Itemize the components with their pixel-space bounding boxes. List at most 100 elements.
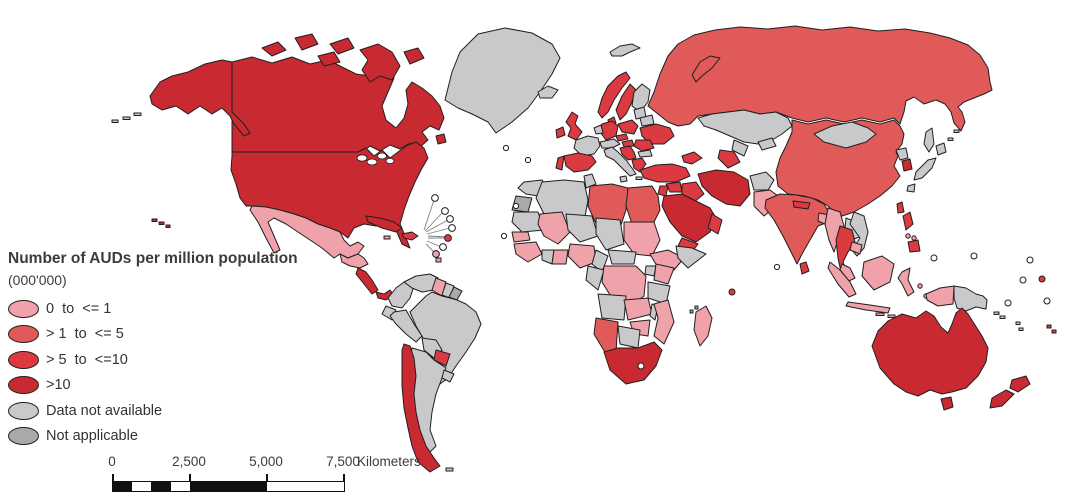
scale-segment <box>132 482 151 491</box>
scale-tick <box>112 474 114 481</box>
scale-tick <box>343 474 345 481</box>
region-switzerland-austria <box>599 138 621 149</box>
region-peru <box>389 309 423 343</box>
region-chad <box>595 217 625 251</box>
region-papua-new-guinea <box>953 285 988 312</box>
region-mongolia <box>813 121 877 149</box>
region-sri-lanka <box>799 261 810 275</box>
region-philippines-luzon <box>902 211 914 231</box>
region-vietnam <box>849 211 869 257</box>
region-alaska <box>149 59 251 137</box>
region-nigeria <box>567 243 597 269</box>
region-aleutians <box>111 119 119 123</box>
region-japan <box>913 157 937 181</box>
region-svalbard <box>609 43 641 57</box>
region-kazakhstan <box>697 109 793 145</box>
region-uruguay <box>441 369 455 383</box>
region-congo-gabon <box>585 265 605 291</box>
legend-item: Data not available <box>8 398 348 424</box>
region-west-balkans <box>619 145 637 161</box>
region-syria <box>665 181 683 193</box>
region-saudi-arabia <box>661 193 717 243</box>
region-falklands <box>445 467 454 472</box>
region-japan <box>906 183 916 193</box>
region-central-african-republic <box>607 249 637 265</box>
scale-bar: 0 2,500 5,000 7,500 Kilometers <box>95 452 515 498</box>
caribbean-state-symbol <box>446 215 454 223</box>
region-angola <box>597 293 627 321</box>
region-kyrgyzstan-tajikistan <box>757 137 777 151</box>
map-legend: Number of AUDs per million population (0… <box>8 250 348 449</box>
scale-segment <box>113 482 132 491</box>
region-finland <box>631 83 651 113</box>
region-senegal <box>511 231 531 243</box>
region-greece <box>631 157 647 173</box>
region-comoros <box>689 309 694 314</box>
region-somalia <box>675 245 707 269</box>
region-sumatra <box>827 261 857 298</box>
region-romania <box>633 139 655 152</box>
caribbean-leader-lines <box>423 199 451 254</box>
region-spain <box>563 152 597 173</box>
region-libya <box>587 183 629 229</box>
legend-swatch-icon <box>8 427 39 446</box>
great-lakes <box>377 152 387 160</box>
region-nicaragua-costa-rica <box>355 267 379 295</box>
region-taiwan <box>896 201 905 214</box>
caribbean-state-symbol <box>439 243 447 251</box>
legend-swatch-icon <box>8 299 39 318</box>
region-sakhalin <box>923 127 935 153</box>
region-japan <box>935 142 947 156</box>
pacific-state-symbol <box>970 252 978 260</box>
pacific-state-symbol <box>1004 299 1012 307</box>
legend-item: > 1 to <= 5 <box>8 322 348 348</box>
region-madeira <box>524 156 532 164</box>
region-cuba <box>365 215 403 233</box>
caribbean-state-symbol <box>441 207 449 215</box>
region-aleutians <box>133 112 142 116</box>
region-uk <box>565 111 583 141</box>
legend-item: > 5 to <=10 <box>8 347 348 373</box>
region-tasmania <box>940 396 954 411</box>
region-colombia <box>387 281 415 309</box>
region-azores <box>502 144 510 152</box>
region-ghana <box>551 249 569 265</box>
legend-swatch-icon <box>8 350 39 369</box>
region-malaysia <box>839 263 856 282</box>
region-solomon-islands <box>999 315 1006 319</box>
region-canada-arctic <box>329 37 355 55</box>
region-south-africa <box>603 341 663 385</box>
legend-item: 0 to <= 1 <box>8 296 348 322</box>
scale-segment <box>190 482 267 491</box>
region-mauritius <box>728 288 736 296</box>
region-jordan-israel <box>657 185 669 197</box>
region-kurils <box>947 137 954 141</box>
region-lesser-sunda <box>875 312 885 316</box>
pacific-state-symbol <box>1026 256 1034 264</box>
scale-label-5000: 5,000 <box>249 454 283 469</box>
legend-swatch-icon <box>8 376 39 395</box>
legend-item-label: > 1 to <= 5 <box>46 326 124 343</box>
region-mozambique <box>653 299 675 345</box>
legend-item: Not applicable <box>8 424 348 450</box>
region-niger <box>565 213 599 243</box>
scale-unit-label: Kilometers <box>357 454 421 469</box>
scale-segment <box>171 482 190 491</box>
region-west-new-guinea <box>925 285 955 307</box>
region-sicily <box>619 175 628 183</box>
region-india <box>764 193 831 265</box>
region-palau <box>930 254 938 262</box>
region-france <box>573 135 601 157</box>
region-novaya-zemlya <box>691 55 721 83</box>
region-norway <box>597 71 631 119</box>
legend-item-label: Not applicable <box>46 428 138 445</box>
region-cape-verde <box>500 232 508 240</box>
region-solomon-islands <box>993 311 1000 315</box>
scale-segment <box>267 482 344 491</box>
legend-subtitle: (000'000) <box>8 272 67 288</box>
region-myanmar <box>824 207 845 253</box>
region-hispaniola <box>401 231 419 241</box>
region-kenya <box>653 263 675 285</box>
